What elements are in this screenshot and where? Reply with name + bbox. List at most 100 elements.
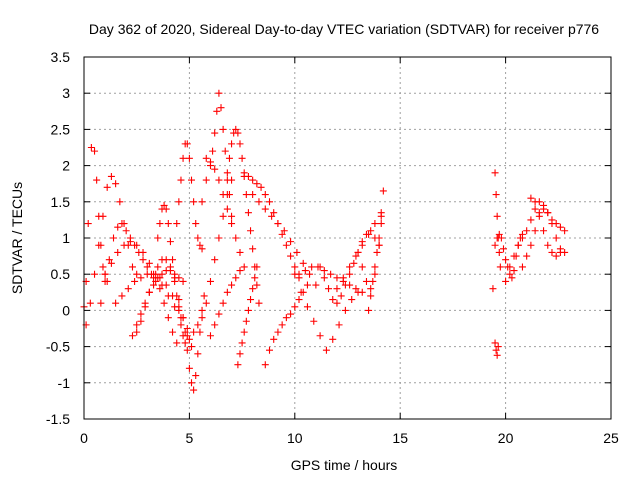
- data-point: [160, 299, 168, 307]
- data-point: [346, 263, 354, 271]
- data-point: [215, 176, 223, 184]
- axis-ticks: [83, 56, 612, 420]
- data-point: [114, 223, 122, 231]
- data-point: [198, 314, 206, 322]
- data-point: [202, 154, 210, 162]
- data-point: [112, 299, 120, 307]
- data-point: [251, 274, 259, 282]
- x-tick-label: 5: [186, 430, 194, 446]
- data-point: [150, 274, 158, 282]
- data-point: [223, 169, 231, 177]
- data-point: [126, 238, 134, 246]
- data-point: [219, 191, 227, 199]
- data-point: [107, 172, 115, 180]
- data-point: [278, 321, 286, 329]
- data-point: [278, 230, 286, 238]
- data-point: [221, 147, 229, 155]
- data-point: [339, 274, 347, 282]
- data-point: [531, 205, 539, 213]
- data-point: [162, 256, 170, 264]
- data-point: [202, 299, 210, 307]
- data-point: [493, 212, 501, 220]
- data-point: [491, 241, 499, 249]
- data-point: [291, 263, 299, 271]
- data-point: [137, 274, 145, 282]
- data-point: [124, 285, 132, 293]
- data-point: [143, 263, 151, 271]
- data-point: [244, 306, 252, 314]
- data-point: [287, 238, 295, 246]
- data-point: [544, 209, 552, 217]
- data-point: [493, 351, 501, 359]
- data-point: [122, 227, 130, 235]
- data-point: [362, 277, 370, 285]
- data-point: [346, 270, 354, 278]
- data-point: [196, 241, 204, 249]
- grid-lines: [84, 57, 611, 419]
- data-point: [261, 191, 269, 199]
- data-point: [299, 259, 307, 267]
- data-point: [225, 191, 233, 199]
- data-point: [527, 241, 535, 249]
- data-point: [552, 252, 560, 260]
- data-point: [173, 292, 181, 300]
- data-point: [198, 306, 206, 314]
- data-point: [377, 212, 385, 220]
- data-point: [116, 198, 124, 206]
- data-point: [495, 230, 503, 238]
- data-point: [367, 227, 375, 235]
- data-point: [139, 256, 147, 264]
- data-point: [352, 252, 360, 260]
- data-point: [506, 263, 514, 271]
- data-point: [268, 212, 276, 220]
- data-point: [270, 209, 278, 217]
- data-point: [495, 248, 503, 256]
- data-point: [523, 252, 531, 260]
- data-point: [84, 220, 92, 228]
- data-point: [192, 372, 200, 380]
- data-point: [232, 274, 240, 282]
- data-point: [540, 227, 548, 235]
- data-point: [238, 154, 246, 162]
- data-point: [228, 281, 236, 289]
- data-point: [185, 364, 193, 372]
- data-point: [166, 238, 174, 246]
- data-point: [510, 252, 518, 260]
- y-tick-label: 3.5: [51, 49, 71, 65]
- data-point: [211, 256, 219, 264]
- data-point: [169, 256, 177, 264]
- data-point: [211, 165, 219, 173]
- data-point: [141, 303, 149, 311]
- data-point: [497, 234, 505, 242]
- series-arc-c: [97, 220, 181, 347]
- data-point: [371, 270, 379, 278]
- data-point: [244, 172, 252, 180]
- data-point: [137, 310, 145, 318]
- data-point: [287, 252, 295, 260]
- data-point: [145, 288, 153, 296]
- data-point: [306, 270, 314, 278]
- x-tick-labels: 0 5 10 15 20 25: [80, 430, 619, 446]
- data-point: [255, 299, 263, 307]
- data-point: [247, 296, 255, 304]
- data-point: [175, 198, 183, 206]
- series-arc-j: [179, 292, 208, 394]
- series-arc-aa: [491, 339, 502, 359]
- data-point: [556, 223, 564, 231]
- data-point: [114, 248, 122, 256]
- data-point: [365, 306, 373, 314]
- y-axis-label: SDTVAR / TECUs: [9, 182, 25, 294]
- data-point: [190, 328, 198, 336]
- data-point: [502, 277, 510, 285]
- data-point: [492, 346, 500, 354]
- data-point: [527, 216, 535, 224]
- data-point: [211, 129, 219, 137]
- x-axis-label: GPS time / hours: [291, 457, 398, 473]
- data-point: [185, 154, 193, 162]
- series-arc-ae: [527, 194, 564, 260]
- y-tick-label: 1: [62, 230, 70, 246]
- data-point: [301, 267, 309, 275]
- data-point: [379, 187, 387, 195]
- data-point: [160, 201, 168, 209]
